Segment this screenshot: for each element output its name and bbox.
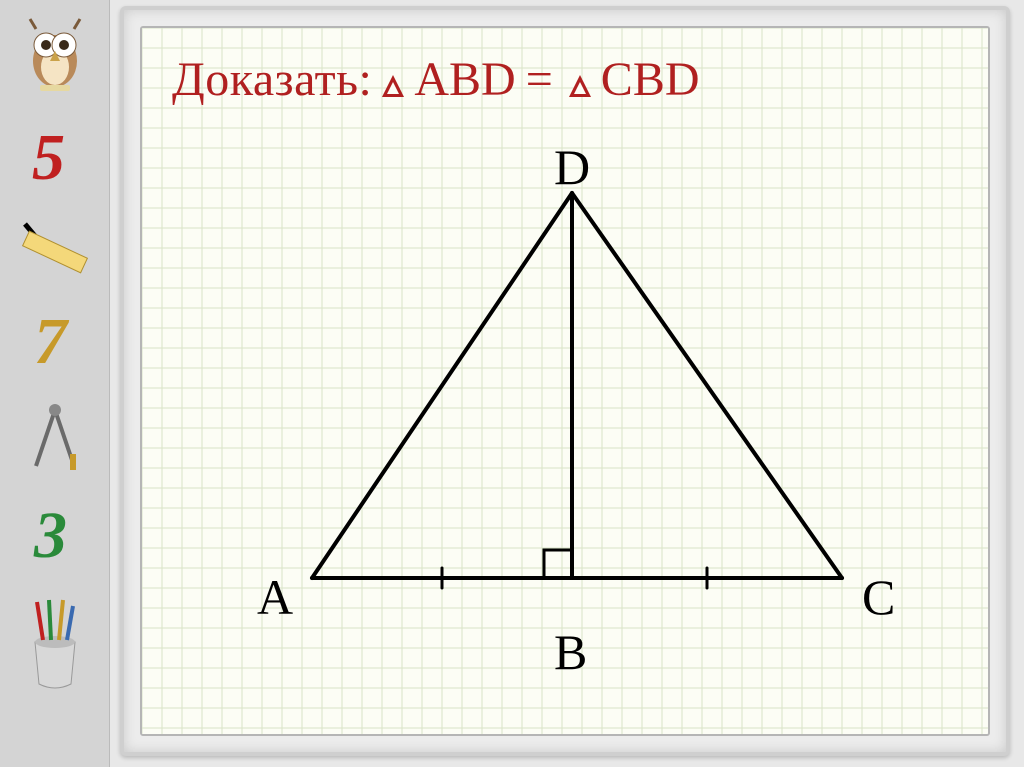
label-D: D xyxy=(554,138,590,196)
compass-icon xyxy=(15,398,95,478)
digit-5: 5 xyxy=(15,112,95,202)
sidebar: 5 7 3 xyxy=(0,0,110,767)
owl-mascot xyxy=(15,10,95,100)
digit-7-glyph: 7 xyxy=(34,305,70,378)
board-frame: Доказать: ABD = CBD D A B C xyxy=(120,6,1010,756)
title-expr1: ABD xyxy=(414,52,515,107)
digit-5-glyph: 5 xyxy=(32,121,65,194)
board: Доказать: ABD = CBD D A B C xyxy=(140,26,990,736)
triangle-symbol-1 xyxy=(382,75,404,97)
triangle-symbol-2 xyxy=(569,75,591,97)
title-eq: = xyxy=(526,52,553,107)
digit-7: 7 xyxy=(15,296,95,386)
digit-3: 3 xyxy=(15,490,95,580)
digit-3-glyph: 3 xyxy=(33,499,67,572)
ruler-icon xyxy=(15,214,95,284)
problem-title: Доказать: ABD = CBD xyxy=(172,52,700,107)
label-A: A xyxy=(257,568,293,626)
pencil-cup-icon xyxy=(15,592,95,692)
label-B: B xyxy=(554,623,587,681)
label-C: C xyxy=(862,568,895,626)
title-word: Доказать: xyxy=(172,52,372,107)
title-expr2: CBD xyxy=(601,52,700,107)
